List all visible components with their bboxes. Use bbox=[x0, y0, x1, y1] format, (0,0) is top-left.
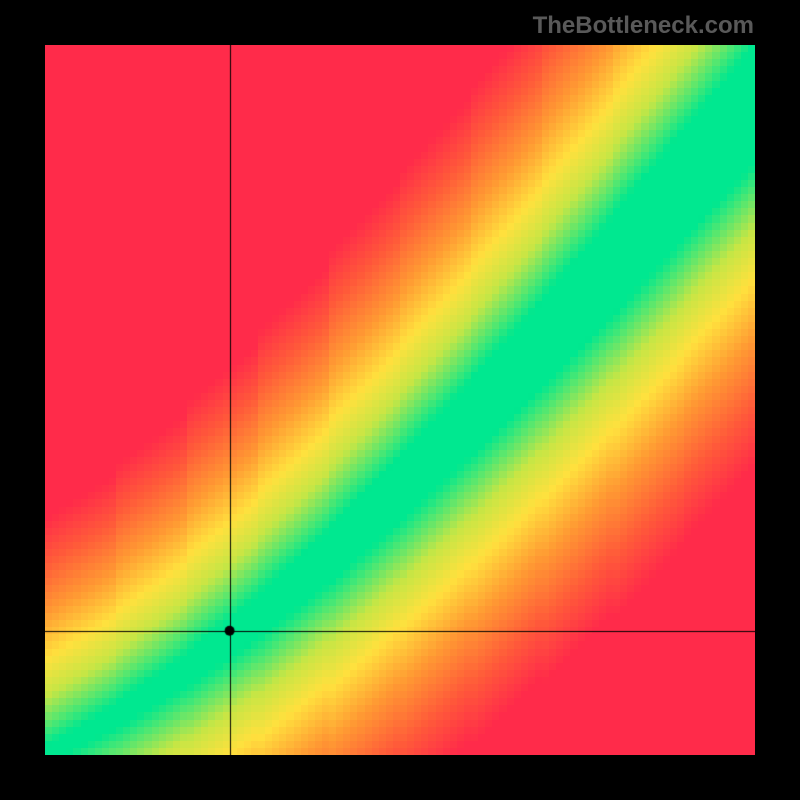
watermark-text: TheBottleneck.com bbox=[533, 12, 754, 40]
bottleneck-heatmap bbox=[45, 45, 755, 755]
chart-container: TheBottleneck.com bbox=[0, 0, 800, 800]
